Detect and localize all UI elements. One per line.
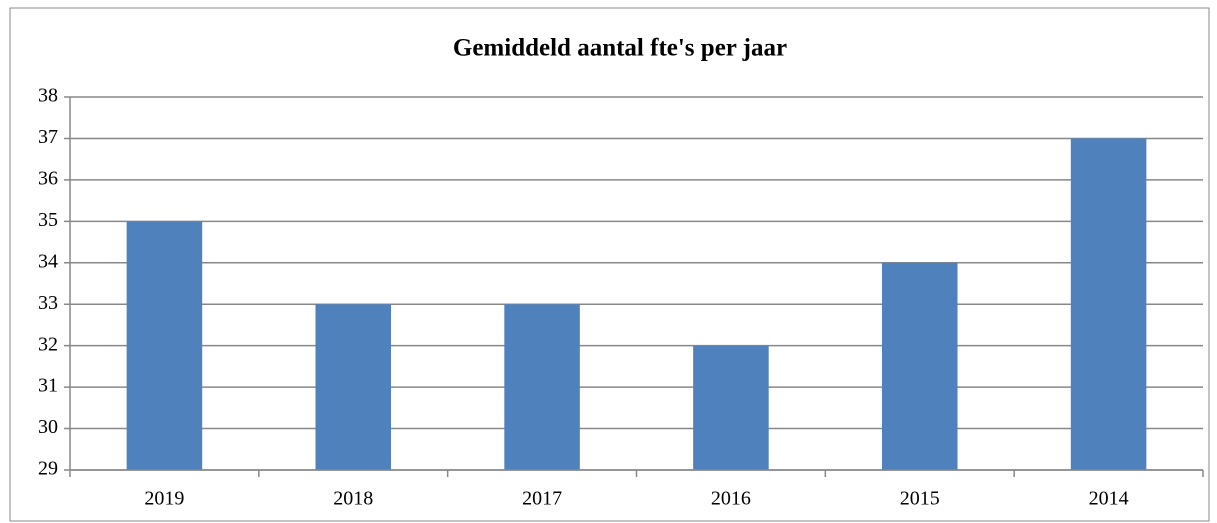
bar xyxy=(504,304,580,470)
chart-title: Gemiddeld aantal fte's per jaar xyxy=(453,35,787,62)
x-tick-label: 2019 xyxy=(144,488,184,510)
y-tick-label: 36 xyxy=(38,167,58,189)
x-tick-label: 2014 xyxy=(1089,488,1129,510)
bar xyxy=(315,304,392,470)
bar xyxy=(1070,138,1147,470)
y-tick-label: 31 xyxy=(38,375,58,397)
y-tick-label: 30 xyxy=(38,416,58,438)
y-tick-label: 35 xyxy=(38,209,58,231)
x-tick-label: 2016 xyxy=(711,488,751,510)
chart-frame xyxy=(9,7,1210,522)
y-tick-label: 29 xyxy=(38,458,58,480)
y-tick-label: 33 xyxy=(38,292,58,314)
bar xyxy=(881,262,958,470)
x-tick-label: 2018 xyxy=(333,488,373,510)
y-tick-label: 38 xyxy=(38,85,58,107)
bar xyxy=(126,221,203,470)
y-tick-label: 34 xyxy=(38,250,58,272)
y-tick-label: 37 xyxy=(38,126,58,148)
x-tick-label: 2017 xyxy=(522,488,562,510)
bar xyxy=(693,345,769,470)
y-tick-label: 32 xyxy=(38,333,58,355)
x-tick-label: 2015 xyxy=(900,488,940,510)
